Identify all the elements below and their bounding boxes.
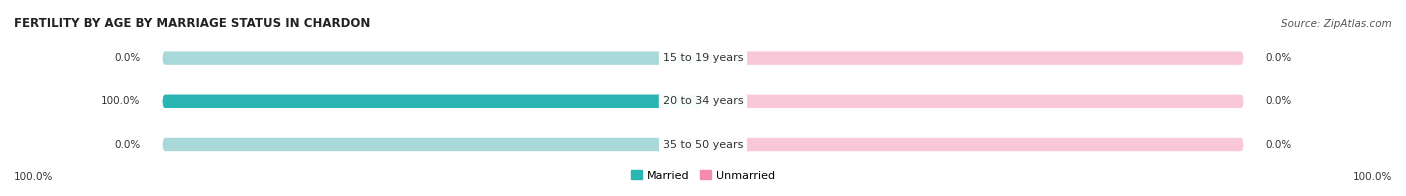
- FancyBboxPatch shape: [703, 138, 1244, 151]
- Text: 100.0%: 100.0%: [1353, 172, 1392, 181]
- Text: 100.0%: 100.0%: [101, 96, 141, 106]
- Text: 100.0%: 100.0%: [14, 172, 53, 181]
- FancyBboxPatch shape: [162, 95, 703, 108]
- Text: 35 to 50 years: 35 to 50 years: [662, 140, 744, 150]
- Text: 0.0%: 0.0%: [1265, 140, 1292, 150]
- Text: 0.0%: 0.0%: [1265, 53, 1292, 63]
- FancyBboxPatch shape: [703, 95, 1244, 108]
- FancyBboxPatch shape: [162, 51, 703, 65]
- FancyBboxPatch shape: [162, 138, 703, 151]
- Text: 0.0%: 0.0%: [114, 140, 141, 150]
- Text: 20 to 34 years: 20 to 34 years: [662, 96, 744, 106]
- Text: FERTILITY BY AGE BY MARRIAGE STATUS IN CHARDON: FERTILITY BY AGE BY MARRIAGE STATUS IN C…: [14, 17, 370, 30]
- Text: 0.0%: 0.0%: [114, 53, 141, 63]
- Text: 0.0%: 0.0%: [1265, 96, 1292, 106]
- Text: Source: ZipAtlas.com: Source: ZipAtlas.com: [1281, 19, 1392, 29]
- FancyBboxPatch shape: [703, 51, 1244, 65]
- Text: 15 to 19 years: 15 to 19 years: [662, 53, 744, 63]
- Legend: Married, Unmarried: Married, Unmarried: [631, 170, 775, 181]
- FancyBboxPatch shape: [162, 95, 703, 108]
